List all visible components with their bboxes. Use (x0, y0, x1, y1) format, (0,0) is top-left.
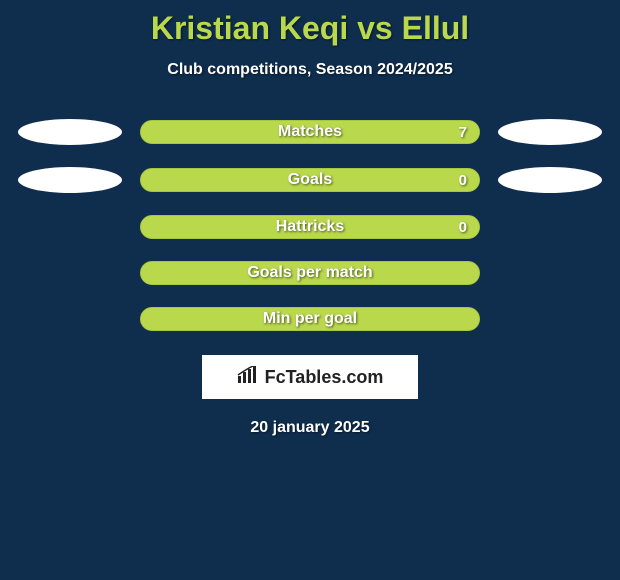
page-title: Kristian Keqi vs Ellul (0, 0, 620, 47)
left-slot (0, 167, 140, 193)
stat-row: Goals0 (0, 167, 620, 193)
bar-value: 0 (459, 172, 467, 189)
stats-card: Kristian Keqi vs Ellul Club competitions… (0, 0, 620, 580)
right-ellipse (498, 119, 602, 145)
stat-bar: Goals0 (140, 168, 480, 192)
stat-row: Goals per match (0, 261, 620, 285)
logo-text: FcTables.com (265, 367, 384, 388)
stat-row: Matches7 (0, 119, 620, 145)
subtitle: Club competitions, Season 2024/2025 (0, 61, 620, 79)
bar-value: 7 (459, 124, 467, 141)
right-slot (480, 119, 620, 145)
bar-label: Goals (141, 171, 479, 189)
right-ellipse (498, 167, 602, 193)
right-slot (480, 167, 620, 193)
date-label: 20 january 2025 (0, 419, 620, 437)
left-ellipse (18, 119, 122, 145)
stat-row: Min per goal (0, 307, 620, 331)
bar-label: Goals per match (141, 264, 479, 282)
stat-bar: Goals per match (140, 261, 480, 285)
left-ellipse (18, 167, 122, 193)
bar-chart-icon (237, 366, 259, 389)
stat-rows: Matches7Goals0Hattricks0Goals per matchM… (0, 119, 620, 331)
stat-bar: Hattricks0 (140, 215, 480, 239)
stat-bar: Matches7 (140, 120, 480, 144)
bar-label: Hattricks (141, 218, 479, 236)
left-slot (0, 119, 140, 145)
logo-badge: FcTables.com (202, 355, 418, 399)
stat-bar: Min per goal (140, 307, 480, 331)
bar-label: Min per goal (141, 310, 479, 328)
bar-value: 0 (459, 219, 467, 236)
bar-label: Matches (141, 123, 479, 141)
stat-row: Hattricks0 (0, 215, 620, 239)
